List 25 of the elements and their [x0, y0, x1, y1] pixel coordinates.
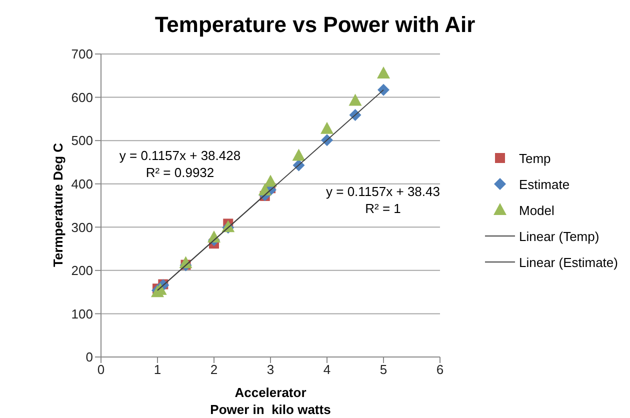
y-tick-label: 400 [71, 176, 93, 192]
y-tick-label: 300 [71, 220, 93, 235]
y-tick-label: 0 [86, 350, 93, 365]
x-axis-title: Accelerator Power in kilo watts [209, 384, 332, 418]
y-tick-label: 600 [71, 90, 93, 105]
legend-label: Estimate [519, 176, 570, 192]
legend-label: Temp [519, 150, 551, 166]
y-axis-title: Termperature Deg C [50, 142, 66, 268]
annotation: y = 0.1157x + 38.428 R² = 0.9932 [119, 147, 241, 181]
annotation: y = 0.1157x + 38.43 R² = 1 [326, 183, 440, 217]
x-tick-label: 4 [323, 362, 331, 378]
x-tick-label: 1 [154, 362, 162, 378]
legend-label: Model [519, 202, 554, 218]
x-tick-label: 3 [266, 362, 274, 378]
x-tick-label: 5 [380, 362, 388, 378]
y-tick-label: 700 [71, 46, 93, 62]
legend-label: Linear (Estimate) [519, 254, 618, 270]
x-tick-label: 0 [97, 362, 105, 378]
x-tick-label: 2 [210, 362, 218, 378]
y-tick-label: 500 [71, 133, 93, 148]
x-tick-label: 6 [436, 362, 444, 378]
legend-label: Linear (Temp) [519, 228, 600, 244]
chart-title: Temperature vs Power with Air [154, 12, 476, 38]
y-tick-label: 200 [71, 263, 93, 278]
y-tick-label: 100 [71, 306, 93, 322]
